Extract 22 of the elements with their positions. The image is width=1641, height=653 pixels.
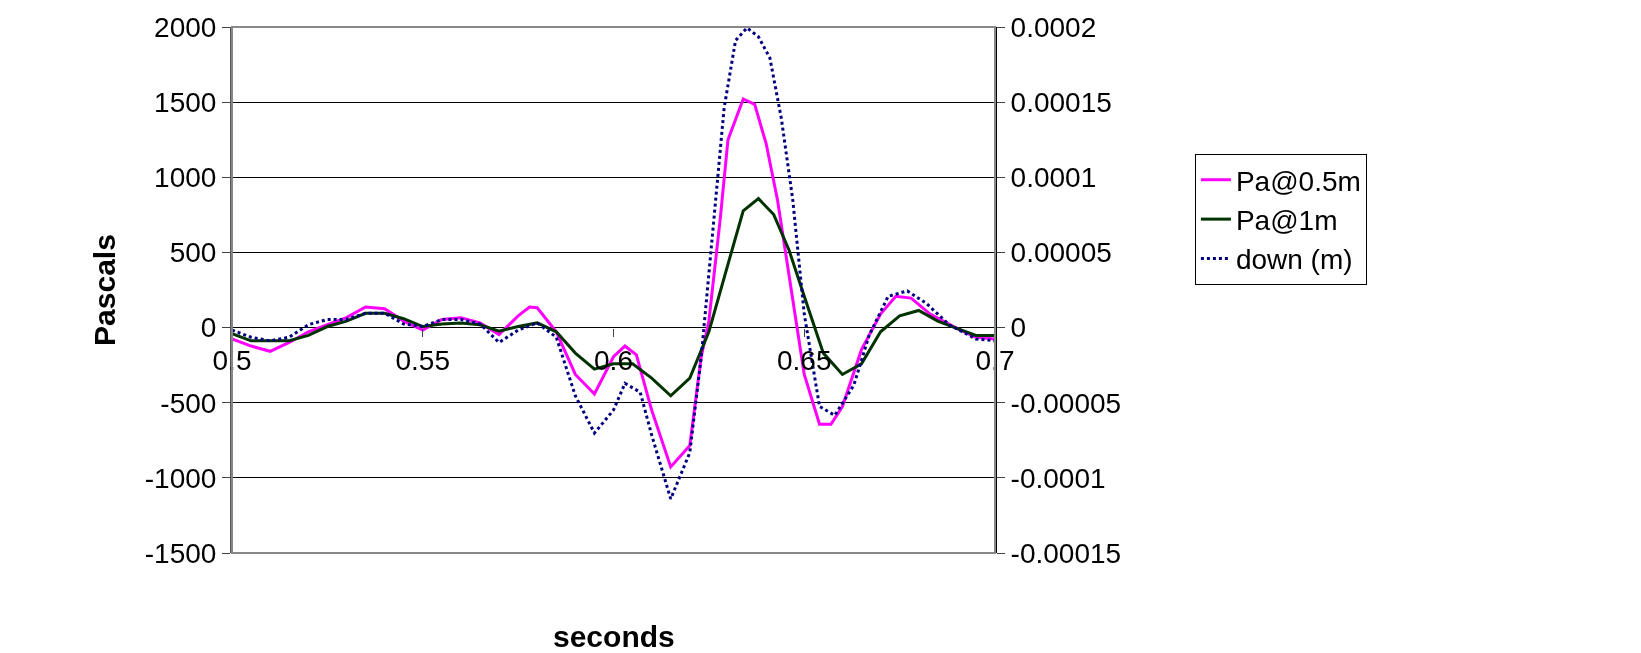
y2-tick-label: 0.00015 — [1010, 86, 1112, 118]
y-tick-label: 0 — [200, 312, 217, 344]
y2-tick-label: 0.0001 — [1010, 162, 1097, 194]
legend-label: Pa@0.5m — [1235, 165, 1361, 197]
y2-tick-label: -0.00005 — [1010, 387, 1122, 419]
y-axis-title: Pascals — [88, 234, 122, 346]
y-tick-label: -1500 — [144, 537, 217, 569]
y2-tick-label: 0.00005 — [1010, 237, 1112, 269]
x-axis-title: seconds — [553, 620, 675, 653]
y-tick-label: -500 — [160, 387, 217, 419]
legend-label: down (m) — [1235, 244, 1353, 276]
y-tick-label: 2000 — [154, 11, 217, 43]
y-tick-label: 1000 — [154, 162, 217, 194]
y2-tick-label: -0.0001 — [1010, 462, 1106, 494]
x-tick-label: 0.55 — [395, 345, 450, 377]
y-tick-label: -1000 — [144, 462, 217, 494]
y2-tick-label: 0 — [1010, 312, 1027, 344]
y-tick-label: 1500 — [154, 86, 217, 118]
y2-tick-label: 0.0002 — [1010, 11, 1097, 43]
y-tick-label: 500 — [169, 237, 217, 269]
y2-tick-label: -0.00015 — [1010, 537, 1122, 569]
legend-label: Pa@1m — [1235, 205, 1338, 237]
